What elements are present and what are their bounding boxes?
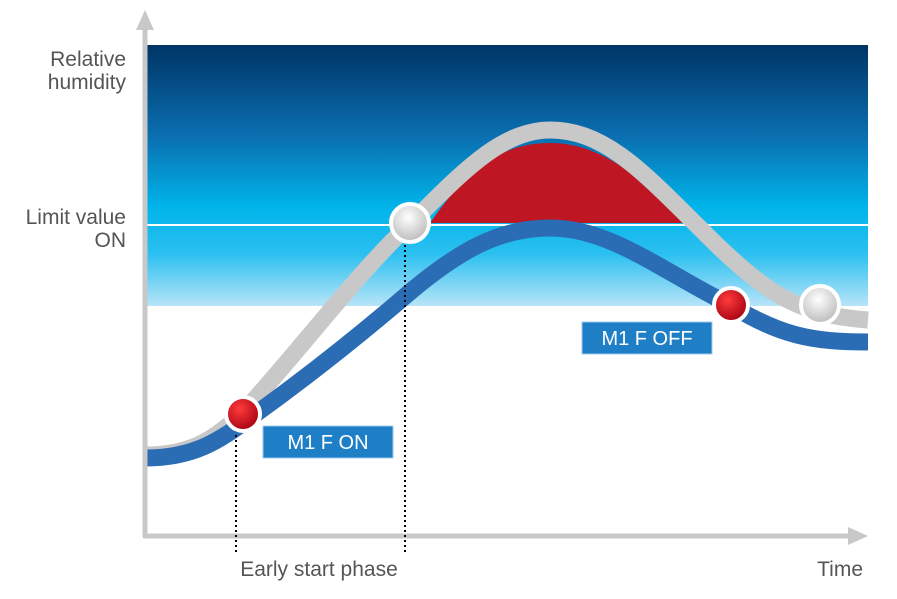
on-marker (224, 395, 262, 433)
tag-box (581, 321, 713, 355)
limit-label: ON (95, 229, 127, 252)
event-label: M1 F OFF (601, 328, 692, 350)
x-axis-label: Time (817, 558, 863, 581)
phase-label: Early start phase (240, 558, 398, 581)
limit-marker (389, 202, 431, 244)
exceed-area (430, 143, 690, 223)
y-arrow (136, 10, 154, 30)
y-axis-label: Relative (50, 48, 126, 71)
limit-marker (799, 284, 841, 326)
off-marker (712, 286, 750, 324)
y-axis-label: humidity (48, 71, 127, 94)
event-label: M1 F ON (287, 432, 368, 454)
limit-label: Limit value (26, 206, 126, 229)
tag-box (262, 425, 394, 459)
x-arrow (848, 527, 868, 545)
